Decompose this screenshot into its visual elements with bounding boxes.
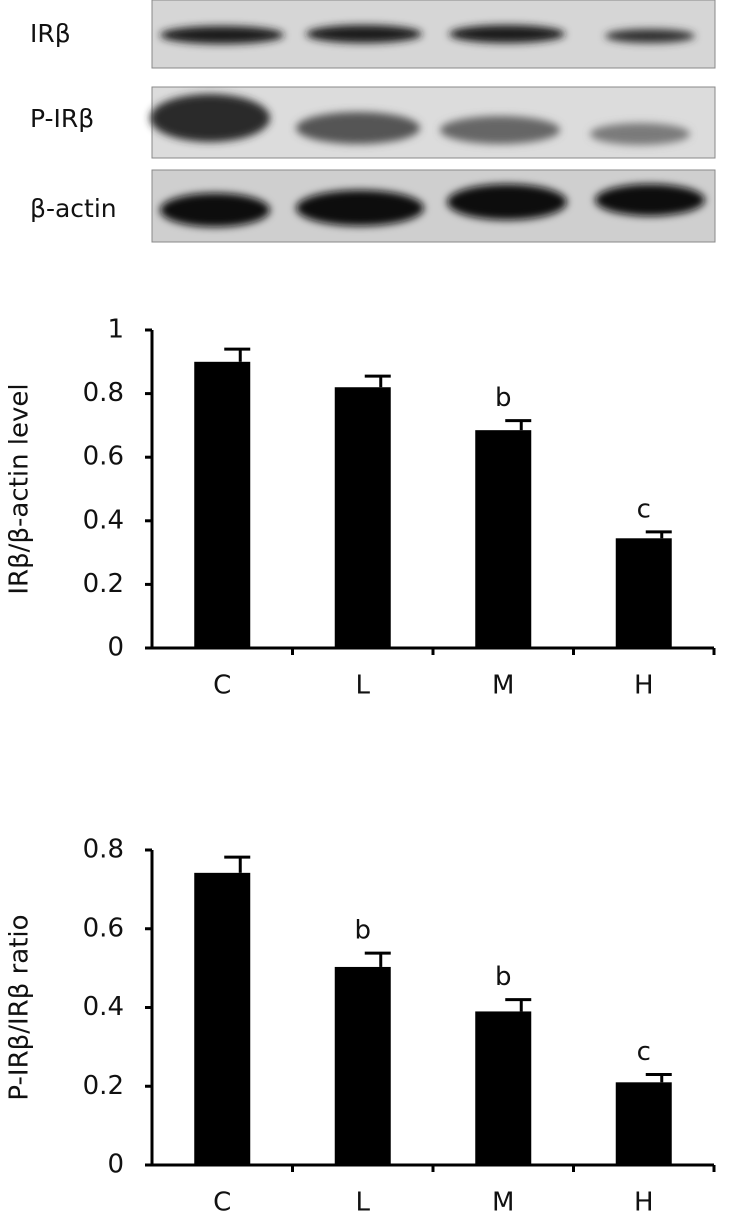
bar	[615, 1082, 672, 1165]
y-axis-label: P-IRβ/IRβ ratio	[5, 914, 35, 1100]
bar	[475, 430, 532, 648]
y-tick-label: 0.8	[83, 835, 124, 865]
blot-bands	[160, 184, 705, 227]
y-tick-label: 0.6	[83, 913, 124, 943]
bar	[194, 361, 251, 648]
bar	[334, 966, 391, 1165]
blot-label: P-IRβ	[30, 104, 94, 133]
bar	[194, 872, 251, 1165]
annotation: b	[495, 383, 512, 413]
annotation: b	[354, 916, 371, 946]
bar	[334, 387, 391, 648]
x-tick-label: L	[356, 1188, 371, 1217]
y-tick-label: 0	[107, 633, 124, 663]
y-tick-label: 0.8	[83, 378, 124, 408]
blot-label: β-actin	[30, 194, 117, 223]
blot-bands	[150, 94, 690, 145]
y-tick-label: 0.4	[83, 992, 124, 1022]
y-tick-label: 1	[107, 315, 124, 345]
x-tick-label: M	[492, 671, 514, 701]
x-tick-label: C	[213, 1188, 231, 1217]
annotation: c	[637, 1037, 651, 1067]
blot-panel: IRβ P-IRβ β-actin	[30, 0, 716, 243]
x-tick-label: L	[356, 671, 371, 701]
blot-bands	[160, 25, 695, 44]
y-tick-label: 0	[107, 1150, 124, 1180]
annotation: c	[637, 494, 651, 524]
y-axis-label: IRβ/β-actin level	[5, 383, 35, 594]
x-tick-label: H	[634, 671, 654, 701]
blot-label: IRβ	[30, 19, 71, 48]
x-tick-label: H	[634, 1188, 654, 1217]
x-tick-label: C	[213, 671, 231, 701]
y-tick-label: 0.6	[83, 442, 124, 472]
x-tick-label: M	[492, 1188, 514, 1217]
annotation: b	[495, 962, 512, 992]
bar	[475, 1011, 532, 1165]
y-tick-label: 0.2	[83, 569, 124, 599]
y-tick-label: 0.4	[83, 505, 124, 535]
bar	[615, 538, 672, 648]
y-tick-label: 0.2	[83, 1071, 124, 1101]
